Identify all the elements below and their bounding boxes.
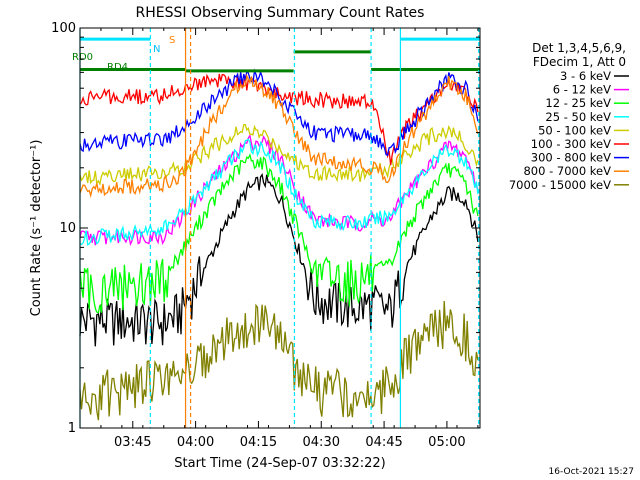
x-tick-label: 04:30: [303, 435, 340, 450]
y-tick-label: 100: [51, 21, 76, 36]
x-tick-label: 04:00: [177, 435, 214, 450]
footer-timestamp: 16-Oct-2021 15:27: [549, 467, 634, 477]
series-line-7000-15000-kev: [79, 300, 479, 421]
x-tick-label: 03:45: [114, 435, 151, 450]
chart-title: RHESSI Observing Summary Count Rates: [136, 5, 425, 21]
legend-label: 3 - 6 keV: [560, 69, 611, 83]
y-tick-label: 10: [59, 221, 76, 236]
legend-label: 300 - 800 keV: [531, 151, 611, 165]
legend-header-settings: FDecim 1, Att 0: [533, 55, 626, 69]
legend-label: 12 - 25 keV: [545, 96, 611, 110]
series-line-3-6-kev: [79, 173, 479, 347]
x-tick-label: 05:00: [428, 435, 465, 450]
legend: Det 1,3,4,5,6,9, FDecim 1, Att 0 3 - 6 k…: [509, 41, 629, 192]
y-tick-label: 1: [68, 421, 76, 436]
marker-label-rd4: RD4: [107, 62, 128, 73]
series-line-12-25-kev: [79, 153, 479, 314]
x-tick-label: 04:15: [240, 435, 277, 450]
legend-label: 6 - 12 keV: [553, 83, 611, 97]
marker-label-n: N: [153, 44, 160, 55]
series-line-50-100-kev: [79, 124, 479, 187]
series-line-25-50-kev: [79, 138, 479, 246]
series-line-800-7000-kev: [79, 73, 479, 199]
x-tick-label: 04:45: [365, 435, 402, 450]
axis-layer: 03:45 04:00 04:15 04:30 04:45 05:00 1 10 100: [51, 21, 480, 450]
legend-label: 100 - 300 keV: [531, 137, 611, 151]
legend-header-detectors: Det 1,3,4,5,6,9,: [532, 41, 626, 55]
x-axis-label: Start Time (24-Sep-07 03:32:22): [174, 456, 385, 471]
legend-label: 800 - 7000 keV: [523, 164, 611, 178]
y-axis-label: Count Rate (s⁻¹ detector⁻¹): [29, 140, 44, 317]
legend-label: 50 - 100 keV: [538, 123, 611, 137]
legend-label: 7000 - 15000 keV: [509, 178, 611, 192]
series-line-300-800-kev: [79, 68, 479, 157]
plot-frame: [79, 27, 481, 429]
series-layer: [79, 68, 479, 421]
marker-label-rd0: RD0: [72, 52, 93, 63]
legend-label: 25 - 50 keV: [545, 110, 611, 124]
marker-label-s: S: [169, 35, 175, 46]
